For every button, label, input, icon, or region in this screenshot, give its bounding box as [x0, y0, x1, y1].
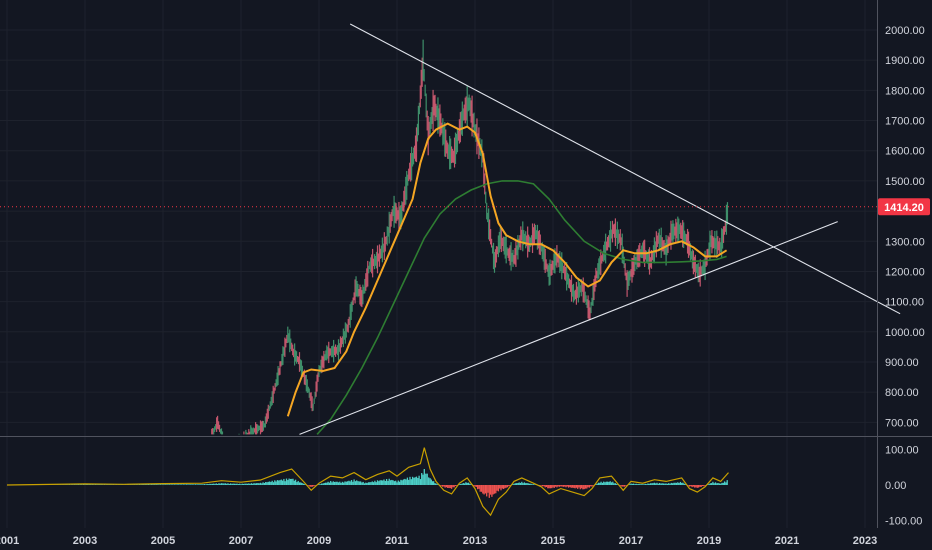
ma-fast-line: [286, 122, 728, 417]
price-axis-tick-label: 800.00: [885, 387, 919, 399]
trendlines: [299, 23, 901, 435]
time-axis-tick-label: 2009: [307, 535, 331, 547]
time-axis-tick-label: 2013: [463, 535, 487, 547]
time-axis-tick-label: 2017: [619, 535, 643, 547]
time-axis-tick-label: 2015: [541, 535, 565, 547]
trendline-2[interactable]: [299, 221, 838, 435]
price-axis-tick-label: 1900.00: [885, 55, 925, 67]
price-axis-tick-label: 1300.00: [885, 236, 925, 248]
price-axis-tick-label: 1700.00: [885, 116, 925, 128]
price-axis-tick-label: 2000.00: [885, 25, 925, 37]
price-axis[interactable]: 700.00 800.00 900.00 1000.00 1100.00 1200.00 1…: [885, 25, 925, 429]
price-candles: [211, 39, 729, 435]
price-axis-tick-label: 900.00: [885, 357, 919, 369]
price-axis-tick-label: 1500.00: [885, 176, 925, 188]
oscillator-axis[interactable]: 100.00 0.00 -100.00: [885, 445, 922, 528]
time-axis-tick-label: 2003: [73, 535, 97, 547]
last-price-tag-label: 1414.20: [884, 202, 924, 214]
last-price-tag-bg: [878, 198, 930, 216]
price-axis-tick-label: 1200.00: [885, 266, 925, 278]
grid: [0, 0, 877, 528]
price-axis-tick-label: 1000.00: [885, 327, 925, 339]
time-axis[interactable]: 2001 2003 2005 2007 2009 2011 2013 2015 2017 2019…: [0, 535, 877, 547]
price-axis-tick-label: 1100.00: [885, 297, 924, 309]
last-price-tag: 1414.20: [878, 198, 930, 216]
time-axis-tick-label: 2021: [775, 535, 799, 547]
trendline-1[interactable]: [349, 23, 901, 315]
price-axis-tick-label: 700.00: [885, 417, 919, 429]
time-axis-tick-label: 2019: [697, 535, 721, 547]
time-axis-tick-label: 2005: [151, 535, 175, 547]
oscillator-histogram: [7, 469, 728, 498]
time-axis-tick-label: 2023: [853, 535, 877, 547]
time-axis-tick-label: 2001: [0, 535, 19, 547]
price-axis-tick-label: 1800.00: [885, 85, 925, 97]
oscillator-axis-tick-label: 100.00: [885, 445, 919, 457]
ma-slow-line: [316, 180, 727, 435]
time-axis-tick-label: 2011: [385, 535, 409, 547]
oscillator-axis-tick-label: 0.00: [885, 480, 906, 492]
oscillator-axis-tick-label: -100.00: [885, 516, 922, 528]
price-axis-tick-label: 1600.00: [885, 146, 925, 158]
time-axis-tick-label: 2007: [229, 535, 253, 547]
oscillator-line: [6, 447, 729, 517]
